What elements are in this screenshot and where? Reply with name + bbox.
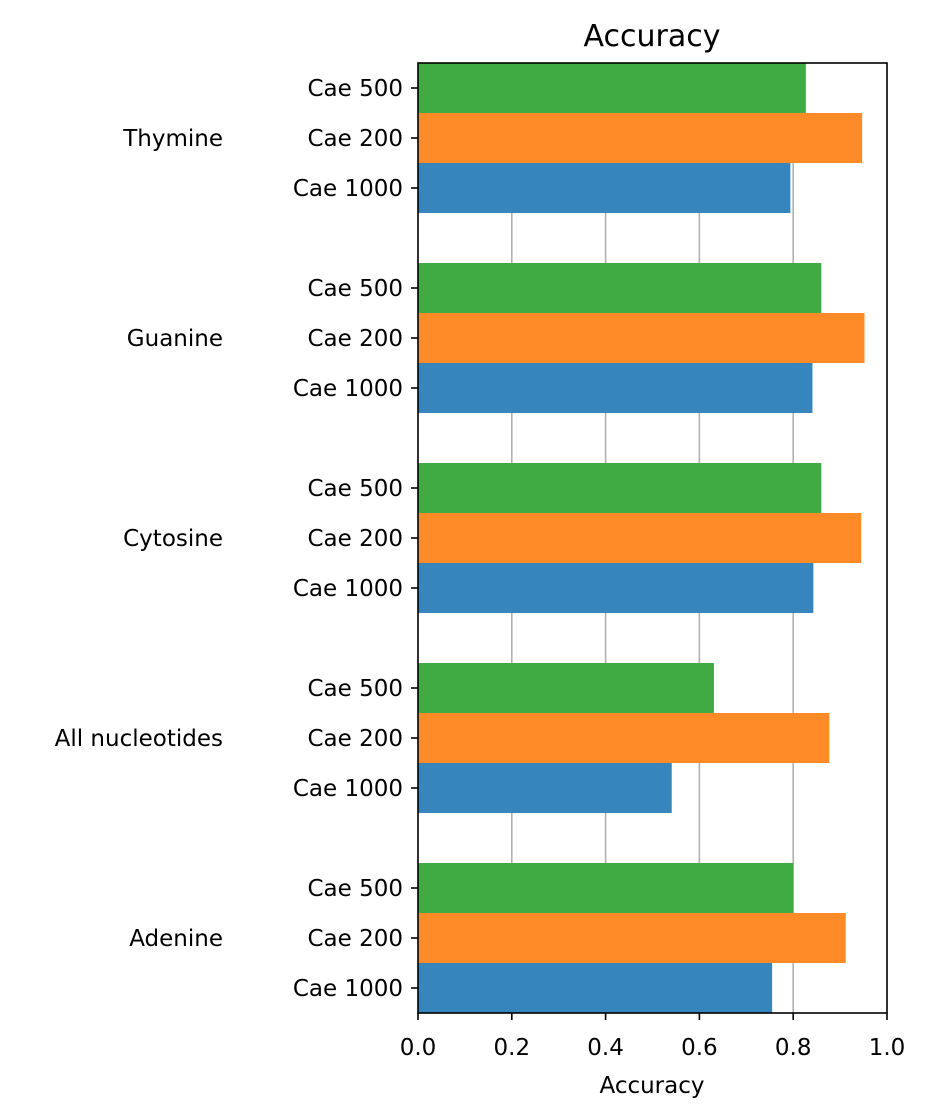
bar bbox=[418, 113, 863, 163]
x-tick-label: 0.4 bbox=[587, 1035, 624, 1061]
y-tick-label: Cae 200 bbox=[307, 726, 403, 752]
y-tick-label: Cae 200 bbox=[307, 526, 403, 552]
y-tick-label: Cae 200 bbox=[307, 326, 403, 352]
bar bbox=[418, 163, 791, 213]
y-tick-label: Cae 1000 bbox=[293, 776, 403, 802]
y-tick-label: Cae 1000 bbox=[293, 576, 403, 602]
x-tick-label: 0.8 bbox=[775, 1035, 812, 1061]
bar bbox=[418, 263, 822, 313]
bar bbox=[418, 363, 813, 413]
x-axis-label: Accuracy bbox=[599, 1073, 704, 1099]
bar bbox=[418, 463, 822, 513]
y-tick-label: Cae 500 bbox=[307, 876, 403, 902]
x-tick-label: 0.2 bbox=[494, 1035, 531, 1061]
category-label: Thymine bbox=[122, 126, 223, 152]
bar bbox=[418, 513, 862, 563]
y-tick-label: Cae 500 bbox=[307, 476, 403, 502]
y-tick-label: Cae 500 bbox=[307, 76, 403, 102]
y-tick-label: Cae 1000 bbox=[293, 376, 403, 402]
y-tick-label: Cae 500 bbox=[307, 276, 403, 302]
x-tick-label: 1.0 bbox=[869, 1035, 906, 1061]
category-label: Cytosine bbox=[123, 526, 223, 552]
bar bbox=[418, 763, 672, 813]
y-tick-labels: Cae 500 Cae 200 Cae 1000 Cae 500 Cae 200 Cae … bbox=[293, 76, 418, 1002]
bar bbox=[418, 913, 846, 963]
category-label: Guanine bbox=[127, 326, 223, 352]
y-tick-label: Cae 200 bbox=[307, 126, 403, 152]
y-tick-label: Cae 500 bbox=[307, 676, 403, 702]
category-label: Adenine bbox=[129, 926, 223, 952]
bar bbox=[418, 713, 830, 763]
y-tick-label: Cae 1000 bbox=[293, 976, 403, 1002]
bar bbox=[418, 863, 794, 913]
x-tick-label: 0.0 bbox=[400, 1035, 437, 1061]
bar bbox=[418, 313, 865, 363]
bar bbox=[418, 663, 714, 713]
y-tick-label: Cae 1000 bbox=[293, 176, 403, 202]
chart-title: Accuracy bbox=[584, 19, 721, 54]
y-tick-label: Cae 200 bbox=[307, 926, 403, 952]
x-tick-label: 0.6 bbox=[681, 1035, 718, 1061]
bar bbox=[418, 563, 814, 613]
bar bbox=[418, 63, 806, 113]
bars bbox=[418, 63, 865, 1013]
category-label: All nucleotides bbox=[55, 726, 223, 752]
bar bbox=[418, 963, 773, 1013]
x-ticks: 0.0 0.2 0.4 0.6 0.8 1.0 bbox=[400, 1013, 906, 1061]
category-labels: Thymine Guanine Cytosine All nucleotides Ade… bbox=[55, 126, 223, 952]
